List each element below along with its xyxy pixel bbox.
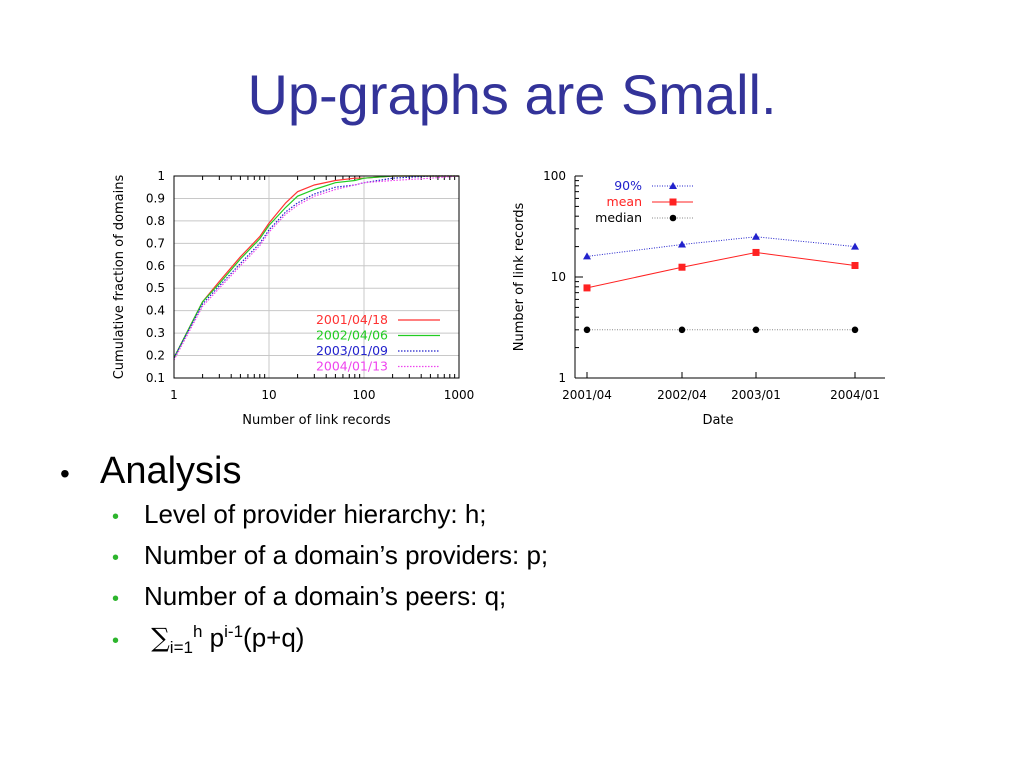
formula-tail: (p+q) bbox=[243, 622, 305, 653]
x-tick-label: 2001/04 bbox=[562, 388, 612, 402]
data-point-mean bbox=[678, 263, 686, 271]
data-point-median bbox=[851, 326, 859, 334]
data-point-mean bbox=[851, 261, 859, 269]
formula-exponent: i-1 bbox=[224, 622, 244, 641]
slide-title: Up-graphs are Small. bbox=[247, 63, 777, 126]
x-axis-label: Date bbox=[702, 413, 733, 428]
sub-bullet-text: Level of provider hierarchy: h; bbox=[144, 499, 487, 529]
legend-marker bbox=[669, 198, 677, 206]
y-axis-label: Cumulative fraction of domains bbox=[112, 175, 127, 380]
plot-frame bbox=[173, 175, 460, 379]
data-point-90pct bbox=[851, 242, 859, 250]
data-point-90pct bbox=[752, 232, 760, 240]
y-tick-label: 1 bbox=[558, 371, 566, 385]
x-axis-label: Number of link records bbox=[242, 413, 391, 428]
x-tick-label: 1000 bbox=[444, 388, 475, 402]
legend-label: median bbox=[595, 210, 642, 225]
legend-label: 90% bbox=[614, 178, 642, 193]
y-tick-label: 100 bbox=[543, 169, 566, 183]
sub-bullet: • Number of a domain’s providers: p; bbox=[112, 540, 548, 575]
data-point-median bbox=[678, 326, 686, 334]
x-tick-label: 1 bbox=[170, 388, 178, 402]
legend-marker bbox=[669, 182, 677, 189]
y-tick-label: 1 bbox=[157, 169, 165, 183]
legend-label: 2001/04/18 bbox=[316, 312, 388, 327]
y-tick-label: 0.8 bbox=[146, 214, 165, 228]
y-tick-label: 0.4 bbox=[146, 304, 165, 318]
legend-label: 2003/01/09 bbox=[316, 343, 388, 358]
y-tick-label: 0.5 bbox=[146, 281, 165, 295]
series-line-2002/04/06 bbox=[173, 175, 459, 359]
sum-formula: ∑i=1h pi-1(p+q) bbox=[144, 622, 304, 658]
x-tick-label: 2003/01 bbox=[731, 388, 781, 402]
sub-bullet-formula: • ∑i=1h pi-1(p+q) bbox=[112, 622, 548, 657]
y-axis-label: Number of link records bbox=[512, 203, 527, 352]
data-point-median bbox=[583, 326, 591, 334]
legend-label: 2004/01/13 bbox=[316, 359, 388, 374]
sub-bullet: • Level of provider hierarchy: h; bbox=[112, 499, 548, 534]
sub-bullet-text: Number of a domain’s providers: p; bbox=[144, 540, 549, 570]
bullet-main: • Analysis bbox=[60, 450, 548, 493]
series-line-2003/01/09 bbox=[173, 175, 459, 359]
bullet-dot: • bbox=[60, 458, 70, 489]
y-tick-label: 0.7 bbox=[146, 236, 165, 250]
sum-upper-index: h bbox=[192, 622, 203, 641]
x-tick-label: 10 bbox=[261, 388, 276, 402]
series-line-90% bbox=[586, 236, 856, 257]
data-point-mean bbox=[752, 248, 760, 256]
sum-lower-index: i=1 bbox=[169, 637, 193, 657]
legend-label: 2002/04/06 bbox=[316, 328, 388, 343]
cdf-chart: 1 10 100 1000 0.1 0.2 0.3 0.4 0.5 0.6 0.7 0.8 0.9 1 Nu… bbox=[112, 169, 475, 428]
sigma-symbol: ∑ bbox=[151, 623, 170, 654]
y-tick-label: 0.9 bbox=[146, 191, 165, 205]
y-tick-label: 10 bbox=[551, 270, 566, 284]
data-point-90pct bbox=[678, 240, 686, 248]
formula-base: p bbox=[202, 622, 225, 653]
data-point-median bbox=[752, 326, 760, 334]
x-tick-label: 2002/04 bbox=[657, 388, 707, 402]
sub-bullet-text: Number of a domain’s peers: q; bbox=[144, 581, 507, 611]
x-tick-label: 100 bbox=[353, 388, 376, 402]
bullet-list: • Analysis • Level of provider hierarchy… bbox=[60, 450, 548, 657]
sub-bullet-dot: • bbox=[112, 629, 120, 652]
data-point-90pct bbox=[583, 252, 591, 260]
link-records-chart: 1 10 100 2001/04 2002/04 2003/01 2004/01 Date Nu… bbox=[512, 169, 885, 428]
y-tick-label: 0.6 bbox=[146, 259, 165, 273]
y-tick-label: 0.3 bbox=[146, 326, 165, 340]
sub-bullet: • Number of a domain’s peers: q; bbox=[112, 581, 548, 616]
y-tick-label: 0.1 bbox=[146, 371, 165, 385]
x-tick-label: 2004/01 bbox=[830, 388, 880, 402]
legend-marker bbox=[669, 214, 677, 222]
legend-label: mean bbox=[607, 194, 642, 209]
series-line-mean bbox=[586, 251, 856, 289]
bullet-main-text: Analysis bbox=[100, 450, 242, 492]
y-tick-label: 0.2 bbox=[146, 349, 165, 363]
sub-bullet-dot: • bbox=[112, 588, 120, 610]
data-point-mean bbox=[583, 284, 591, 292]
sub-bullet-dot: • bbox=[112, 547, 120, 569]
sub-bullet-dot: • bbox=[112, 506, 120, 528]
